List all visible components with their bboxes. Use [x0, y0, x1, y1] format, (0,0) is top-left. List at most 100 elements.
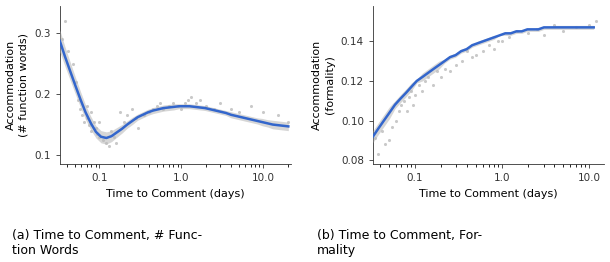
- Point: [571, 25, 581, 29]
- Point: [428, 83, 437, 87]
- Point: [283, 119, 293, 124]
- Point: [489, 47, 498, 51]
- Point: [144, 110, 154, 114]
- Point: [451, 63, 461, 67]
- Point: [484, 43, 493, 47]
- Point: [417, 89, 427, 93]
- Text: (a) Time to Comment, # Func-
tion Words: (a) Time to Comment, # Func- tion Words: [12, 229, 203, 257]
- Point: [414, 83, 423, 87]
- Point: [523, 31, 533, 35]
- Point: [373, 152, 383, 156]
- Point: [155, 101, 165, 105]
- Point: [423, 75, 432, 79]
- Point: [158, 107, 168, 111]
- Point: [458, 59, 467, 63]
- Point: [185, 95, 195, 99]
- Point: [71, 80, 81, 84]
- Point: [404, 95, 414, 99]
- Point: [84, 122, 94, 127]
- Point: [440, 67, 450, 71]
- Point: [471, 53, 481, 57]
- Point: [82, 104, 92, 108]
- Point: [445, 69, 454, 73]
- Point: [57, 37, 67, 41]
- Point: [591, 19, 601, 24]
- Point: [387, 124, 397, 129]
- Point: [95, 135, 104, 139]
- Point: [558, 29, 568, 34]
- Point: [127, 107, 137, 111]
- Point: [432, 69, 442, 73]
- Point: [91, 125, 101, 130]
- Point: [584, 23, 594, 28]
- X-axis label: Time to Comment (days): Time to Comment (days): [420, 189, 558, 199]
- Point: [410, 93, 420, 97]
- Point: [550, 23, 559, 28]
- Y-axis label: Accommodation
(# function words): Accommodation (# function words): [5, 33, 29, 137]
- Point: [234, 110, 243, 114]
- Point: [478, 49, 487, 53]
- Point: [87, 110, 96, 114]
- Point: [532, 27, 542, 31]
- Point: [79, 119, 89, 124]
- Point: [396, 103, 406, 107]
- Point: [115, 110, 125, 114]
- Point: [60, 19, 70, 23]
- Point: [73, 98, 83, 102]
- Point: [104, 144, 113, 148]
- Point: [394, 108, 404, 113]
- Point: [462, 49, 472, 53]
- Point: [380, 142, 390, 146]
- Point: [201, 104, 211, 108]
- Point: [123, 113, 132, 117]
- Point: [111, 141, 121, 145]
- Point: [119, 119, 129, 124]
- Y-axis label: Accommodation
(formality): Accommodation (formality): [312, 40, 336, 130]
- Point: [420, 79, 429, 83]
- Point: [406, 89, 416, 93]
- Point: [163, 104, 173, 108]
- Point: [88, 119, 98, 124]
- X-axis label: Time to Comment (days): Time to Comment (days): [106, 189, 245, 199]
- Point: [180, 101, 190, 105]
- Point: [384, 138, 393, 143]
- Point: [539, 33, 548, 37]
- Point: [168, 101, 178, 105]
- Point: [109, 135, 118, 139]
- Point: [436, 75, 446, 79]
- Point: [95, 119, 104, 124]
- Point: [75, 107, 85, 111]
- Point: [173, 104, 182, 108]
- Text: (b) Time to Comment, For-
mality: (b) Time to Comment, For- mality: [317, 229, 483, 257]
- Point: [93, 132, 102, 136]
- Point: [134, 125, 143, 130]
- Point: [273, 113, 282, 117]
- Point: [401, 108, 411, 113]
- Point: [68, 61, 78, 66]
- Point: [391, 118, 401, 123]
- Point: [504, 35, 514, 39]
- Point: [497, 39, 507, 43]
- Point: [226, 107, 235, 111]
- Point: [408, 103, 418, 107]
- Point: [370, 136, 380, 140]
- Point: [215, 101, 225, 105]
- Point: [467, 55, 476, 59]
- Point: [98, 138, 107, 142]
- Point: [246, 104, 256, 108]
- Point: [139, 113, 149, 117]
- Point: [101, 141, 110, 145]
- Point: [209, 107, 219, 111]
- Point: [63, 49, 73, 53]
- Point: [82, 116, 92, 121]
- Point: [176, 107, 186, 111]
- Point: [148, 107, 158, 111]
- Point: [493, 39, 503, 43]
- Point: [152, 104, 162, 108]
- Point: [258, 110, 268, 114]
- Point: [399, 99, 409, 103]
- Point: [512, 29, 522, 34]
- Point: [131, 116, 141, 121]
- Point: [191, 101, 201, 105]
- Point: [377, 128, 387, 133]
